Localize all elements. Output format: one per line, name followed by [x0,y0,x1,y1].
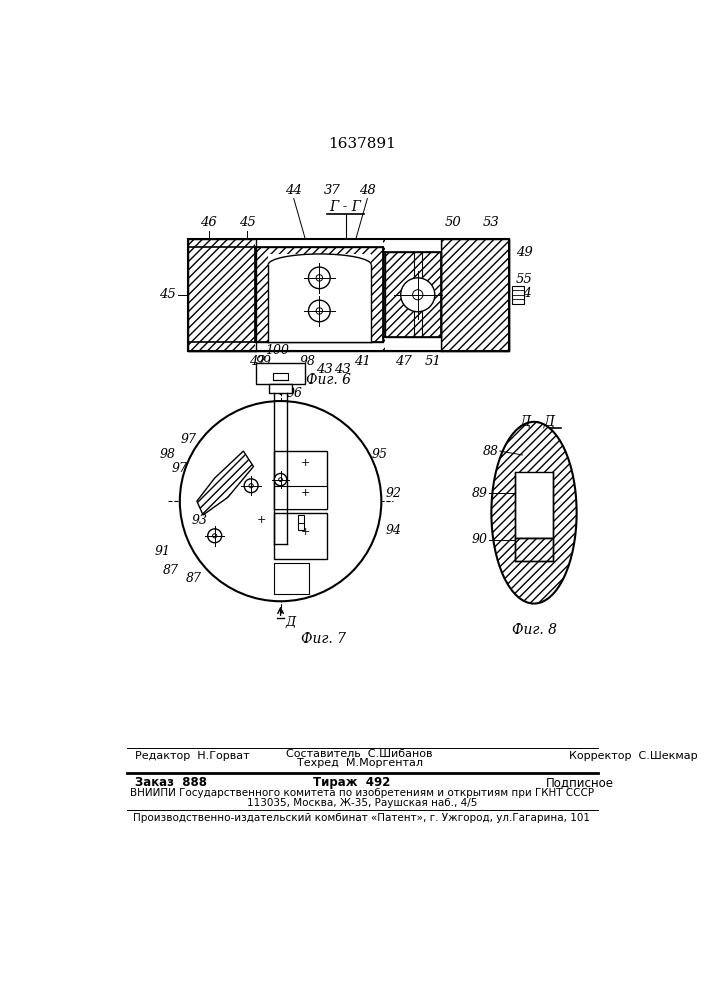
Bar [515,538,554,561]
Text: Д: Д [285,616,296,629]
Bar [274,486,327,509]
Text: 99: 99 [255,355,271,368]
Circle shape [213,534,217,538]
Polygon shape [197,451,253,515]
Bar [268,254,371,265]
Text: 50: 50 [444,216,461,229]
Text: 96: 96 [287,387,303,400]
Text: 98: 98 [160,448,176,461]
Circle shape [308,300,330,322]
Circle shape [244,479,258,493]
Bar [187,239,509,351]
Circle shape [308,267,330,289]
Text: 87: 87 [186,572,201,585]
Text: 95: 95 [372,448,388,461]
Text: 90: 90 [472,533,488,546]
Text: Фиг. 7: Фиг. 7 [300,632,346,646]
Text: 88: 88 [483,445,499,458]
Text: +: + [300,527,310,537]
Text: 55: 55 [516,273,533,286]
Bar [255,239,383,247]
Text: 49: 49 [516,246,533,259]
Bar [274,513,327,559]
Bar [512,286,524,304]
Text: 1637891: 1637891 [328,137,396,151]
Bar [268,265,371,342]
Circle shape [279,478,282,481]
Text: Составитель  С.Шибанов: Составитель С.Шибанов [286,749,433,759]
Text: 47: 47 [395,355,412,368]
Circle shape [274,473,287,486]
Circle shape [413,290,423,300]
Text: 42: 42 [249,355,266,368]
Text: +: + [300,488,310,498]
Ellipse shape [491,422,577,604]
Circle shape [180,401,381,601]
Circle shape [208,529,222,543]
Text: 91: 91 [155,545,171,558]
Text: 100: 100 [264,344,288,357]
Bar [385,252,441,337]
Bar [255,342,383,351]
Bar [269,384,292,393]
Bar [515,472,554,538]
Text: Тираж  492: Тираж 492 [313,776,390,789]
Text: 54: 54 [516,287,533,300]
Bar [255,247,383,342]
Bar [274,451,327,509]
Bar [385,239,441,252]
Bar [273,373,288,380]
Text: Подписное: Подписное [546,776,614,789]
Text: +: + [300,458,310,468]
Bar [256,363,305,384]
Text: Заказ  888: Заказ 888 [135,776,207,789]
Circle shape [316,308,322,314]
Text: 89: 89 [472,487,488,500]
Text: Д: Д [285,373,296,386]
Text: 51: 51 [425,355,442,368]
Text: 45: 45 [159,288,176,301]
Text: 53: 53 [483,216,500,229]
Text: 45: 45 [239,216,256,229]
Text: Д - Д: Д - Д [520,414,556,428]
Text: 94: 94 [385,524,401,537]
Circle shape [401,278,435,312]
Text: 44: 44 [286,184,302,197]
Text: Редактор  Н.Горват: Редактор Н.Горват [135,751,250,761]
Text: Техред  М.Моргентал: Техред М.Моргентал [297,758,423,768]
Text: 46: 46 [200,216,217,229]
Text: 97: 97 [181,433,197,446]
Text: +: + [257,515,266,525]
Text: Корректор  С.Шекмар: Корректор С.Шекмар [569,751,698,761]
Text: 98: 98 [300,355,316,368]
Text: 92: 92 [385,487,401,500]
Text: 87: 87 [163,564,179,577]
Text: 48: 48 [359,184,375,197]
Text: ВНИИПИ Государственного комитета по изобретениям и открытиям при ГКНТ СССР: ВНИИПИ Государственного комитета по изоб… [130,788,594,798]
Bar [441,239,509,351]
Bar [298,515,304,530]
Text: 41: 41 [354,355,370,368]
Text: 97: 97 [172,462,187,475]
Bar [274,563,309,594]
Text: 43: 43 [334,363,351,376]
Text: Фиг. 8: Фиг. 8 [511,623,556,637]
Text: Производственно-издательский комбинат «Патент», г. Ужгород, ул.Гагарина, 101: Производственно-издательский комбинат «П… [134,813,590,823]
Text: Г - Г: Г - Г [329,200,362,214]
Circle shape [249,484,253,488]
Circle shape [316,275,322,281]
Text: 37: 37 [324,184,341,197]
Text: 43: 43 [316,363,333,376]
Bar [187,239,256,351]
Text: Фиг. 6: Фиг. 6 [306,373,351,387]
Bar [385,337,441,351]
Text: 93: 93 [192,514,207,527]
Text: 113035, Москва, Ж-35, Раушская наб., 4/5: 113035, Москва, Ж-35, Раушская наб., 4/5 [247,798,477,808]
